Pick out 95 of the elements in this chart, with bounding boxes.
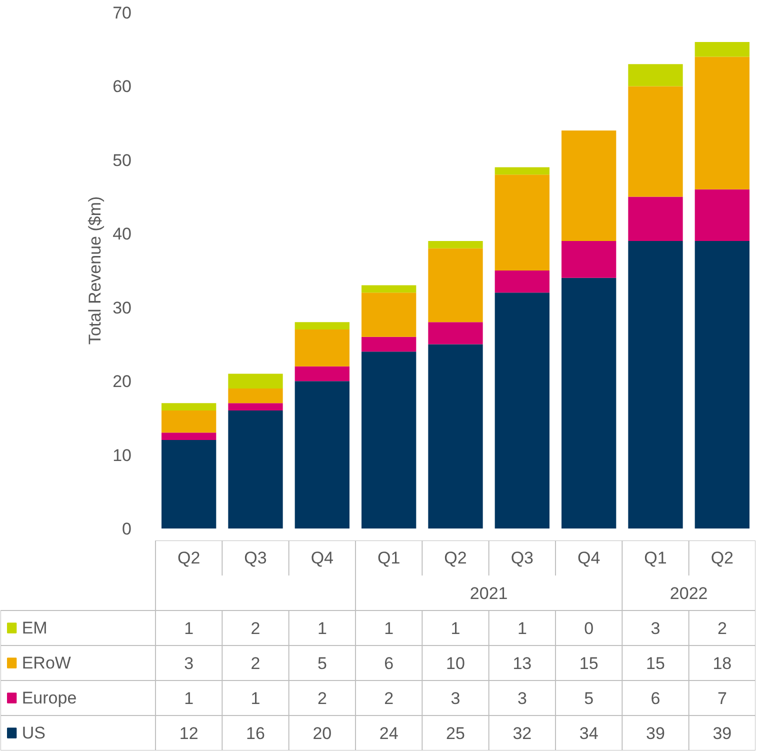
bar	[694, 42, 750, 57]
bar	[628, 64, 683, 86]
x-tick-label: Q4	[310, 548, 334, 568]
data-label: 12	[179, 724, 198, 743]
x-tick-label: Q2	[710, 548, 734, 568]
data-label: 5	[317, 654, 327, 673]
bar	[362, 336, 416, 352]
x-tick-label: Q3	[510, 548, 534, 568]
bar	[494, 174, 550, 270]
y-tick-label: 30	[112, 298, 132, 318]
bar	[162, 432, 216, 440]
y-axis-title: Total Revenue ($m)	[86, 196, 105, 345]
data-label: 10	[446, 654, 465, 673]
data-label: 1	[450, 619, 460, 638]
legend-label: US	[22, 724, 46, 742]
data-label: 25	[446, 724, 465, 743]
data-label: 2	[717, 619, 727, 638]
data-label: 13	[512, 654, 532, 673]
bar	[562, 278, 616, 528]
data-label: 0	[584, 619, 594, 638]
bar	[362, 285, 416, 293]
data-label: 20	[312, 724, 332, 743]
x-tick-label: Q3	[244, 548, 267, 568]
bar	[362, 292, 416, 337]
data-label: 3	[450, 689, 460, 708]
data-label: 7	[717, 689, 727, 708]
bar	[628, 86, 683, 197]
y-tick-label: 60	[112, 77, 132, 96]
bar	[162, 410, 216, 433]
bar	[494, 270, 550, 293]
data-label: 16	[246, 724, 265, 743]
legend-label: ERoW	[22, 654, 71, 672]
bar	[628, 241, 683, 528]
data-label: 32	[512, 724, 532, 743]
bar	[694, 241, 750, 528]
data-label: 1	[317, 619, 327, 638]
x-tick-label: Q1	[377, 548, 400, 568]
data-label: 6	[650, 689, 660, 708]
y-tick-label: 70	[112, 4, 132, 22]
x-tick-label: Q2	[444, 548, 467, 568]
y-tick-label: 50	[112, 150, 132, 170]
data-label: 5	[584, 689, 594, 708]
bar	[294, 322, 350, 330]
bar	[428, 241, 483, 248]
data-label: 1	[184, 689, 194, 708]
bar	[228, 403, 283, 411]
data-label: 1	[517, 619, 527, 638]
data-label: 15	[579, 654, 598, 673]
bar	[562, 130, 616, 242]
data-label: 39	[712, 724, 732, 743]
bar	[294, 366, 350, 382]
data-label: 3	[650, 619, 660, 638]
bar	[294, 381, 350, 528]
data-label: 3	[517, 689, 527, 708]
bar	[494, 167, 550, 175]
data-label: 6	[384, 654, 394, 673]
bar	[694, 56, 750, 190]
bar	[228, 410, 283, 528]
bar	[162, 440, 216, 528]
y-tick-label: 0	[122, 520, 132, 538]
bar	[494, 292, 550, 528]
data-label: 1	[384, 619, 394, 638]
data-label: 34	[579, 724, 598, 743]
y-tick-label: 40	[112, 224, 132, 244]
data-label: 1	[184, 619, 194, 638]
bar	[228, 388, 283, 404]
x-tick-label: Q4	[577, 548, 600, 568]
x-tick-label: Q2	[177, 548, 200, 568]
text: 2022	[670, 584, 708, 603]
bar	[228, 374, 283, 388]
data-label: 2	[317, 689, 327, 708]
bar	[428, 344, 483, 528]
bar	[294, 329, 350, 366]
data-label: 3	[184, 654, 194, 673]
data-label: 2	[250, 619, 260, 638]
bar	[162, 403, 216, 411]
legend-label: Europe	[22, 688, 77, 708]
bar	[694, 189, 750, 242]
x-tick-label: Q1	[644, 548, 667, 568]
data-label: 2	[250, 654, 260, 673]
bar	[628, 196, 683, 242]
y-tick-label: 20	[112, 372, 132, 392]
legend-label: EM	[22, 618, 48, 638]
data-label: 39	[646, 724, 665, 743]
bar	[428, 248, 483, 322]
text: 2021	[470, 584, 508, 603]
data-label: 1	[250, 689, 260, 708]
data-label: 15	[646, 654, 665, 673]
data-label: 24	[379, 724, 398, 743]
y-tick-label: 10	[112, 446, 132, 465]
data-label: 18	[712, 654, 732, 673]
data-label: 2	[384, 689, 394, 708]
bar	[362, 352, 416, 528]
bar	[562, 241, 616, 278]
bar	[428, 322, 483, 344]
